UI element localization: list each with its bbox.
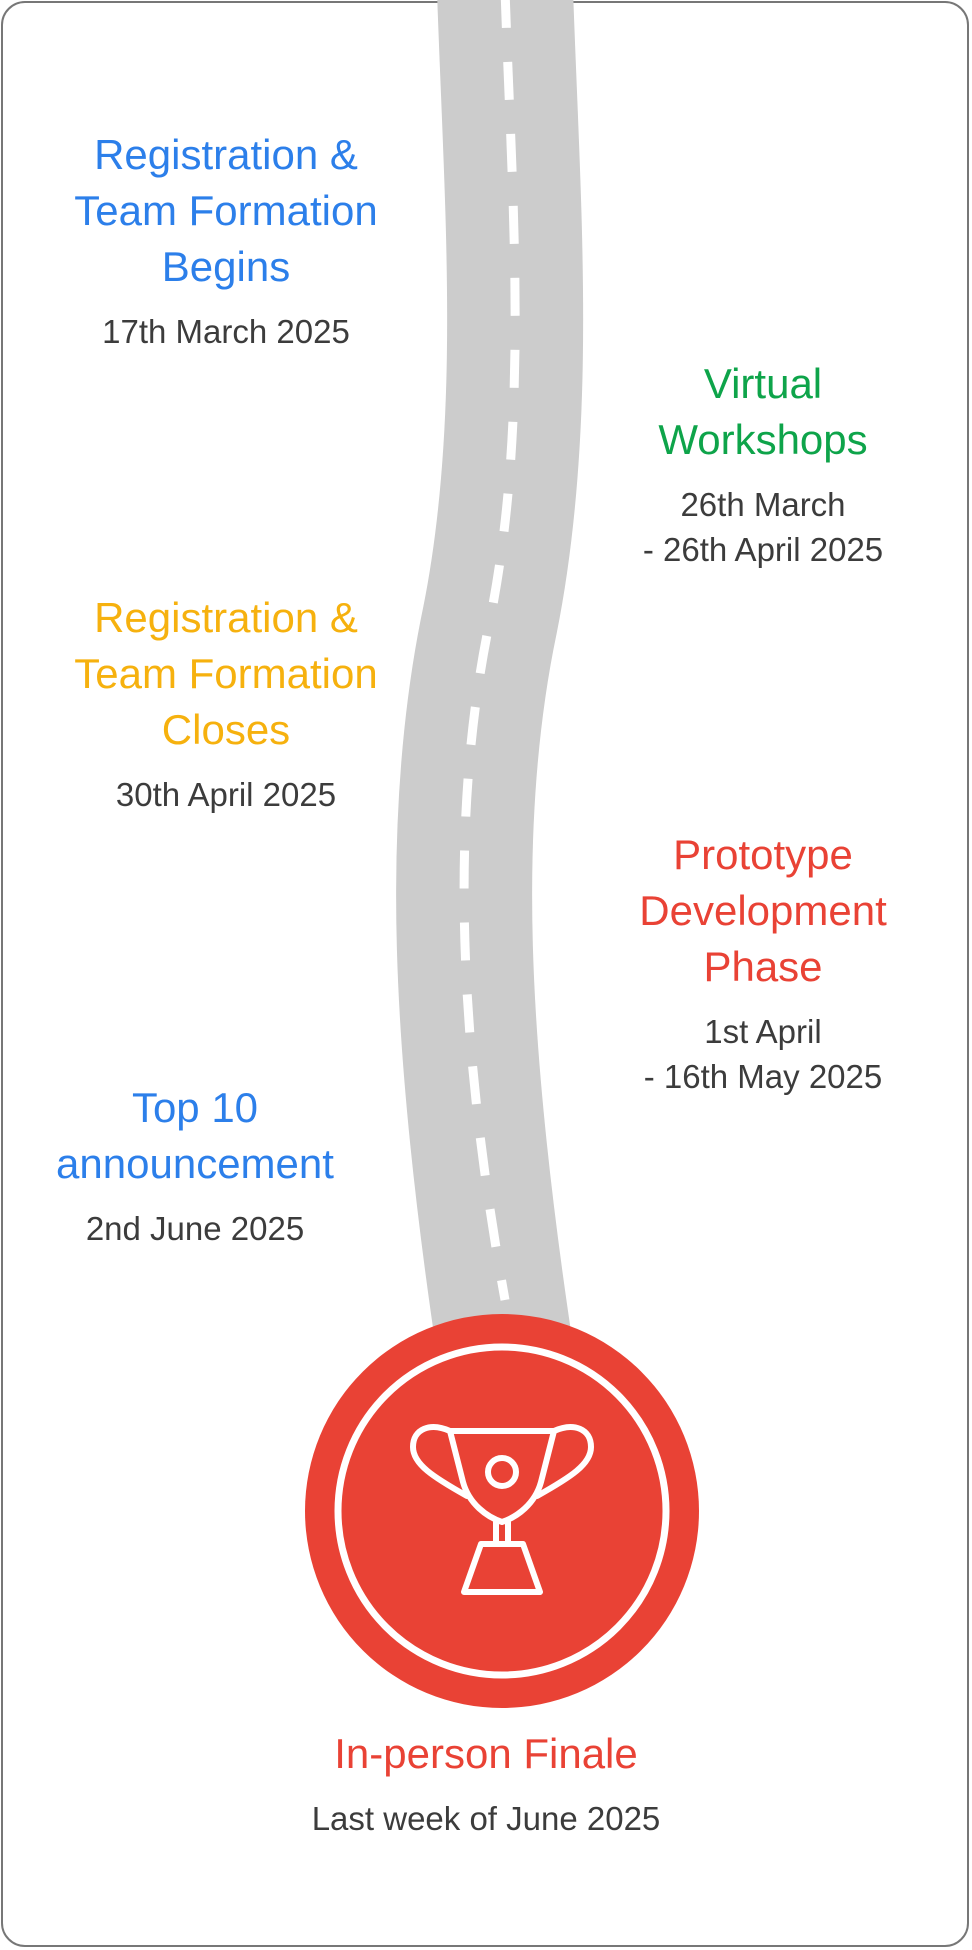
milestone-title: In-person Finale — [334, 1730, 638, 1777]
milestone-prototype-development: Prototype Development Phase 1st April - … — [560, 827, 966, 1099]
milestone-date: Last week of June 2025 — [311, 1800, 661, 1837]
milestone-date: 26th March - 26th April 2025 — [642, 486, 884, 568]
milestone-registration-begins: Registration & Team Formation Begins 17t… — [28, 127, 424, 354]
milestone-title: Top 10 announcement — [56, 1084, 334, 1187]
milestone-date: 1st April - 16th May 2025 — [643, 1013, 883, 1095]
milestone-virtual-workshops: Virtual Workshops 26th March - 26th Apri… — [560, 356, 966, 572]
milestone-top10-announcement: Top 10 announcement 2nd June 2025 — [10, 1080, 380, 1251]
milestone-in-person-finale: In-person Finale Last week of June 2025 — [186, 1726, 786, 1841]
milestone-registration-closes: Registration & Team Formation Closes 30t… — [28, 590, 424, 817]
road-center-dashes — [459, 0, 520, 1301]
milestone-date: 30th April 2025 — [115, 776, 337, 813]
road — [396, 0, 584, 1361]
milestone-title: Prototype Development Phase — [639, 831, 887, 990]
milestone-title: Registration & Team Formation Closes — [74, 594, 378, 753]
milestone-title: Registration & Team Formation Begins — [74, 131, 378, 290]
milestone-title: Virtual Workshops — [658, 360, 868, 463]
trophy-icon — [305, 1314, 699, 1708]
milestone-date: 17th March 2025 — [102, 313, 350, 350]
milestone-date: 2nd June 2025 — [85, 1210, 305, 1247]
finale-badge — [305, 1314, 699, 1708]
